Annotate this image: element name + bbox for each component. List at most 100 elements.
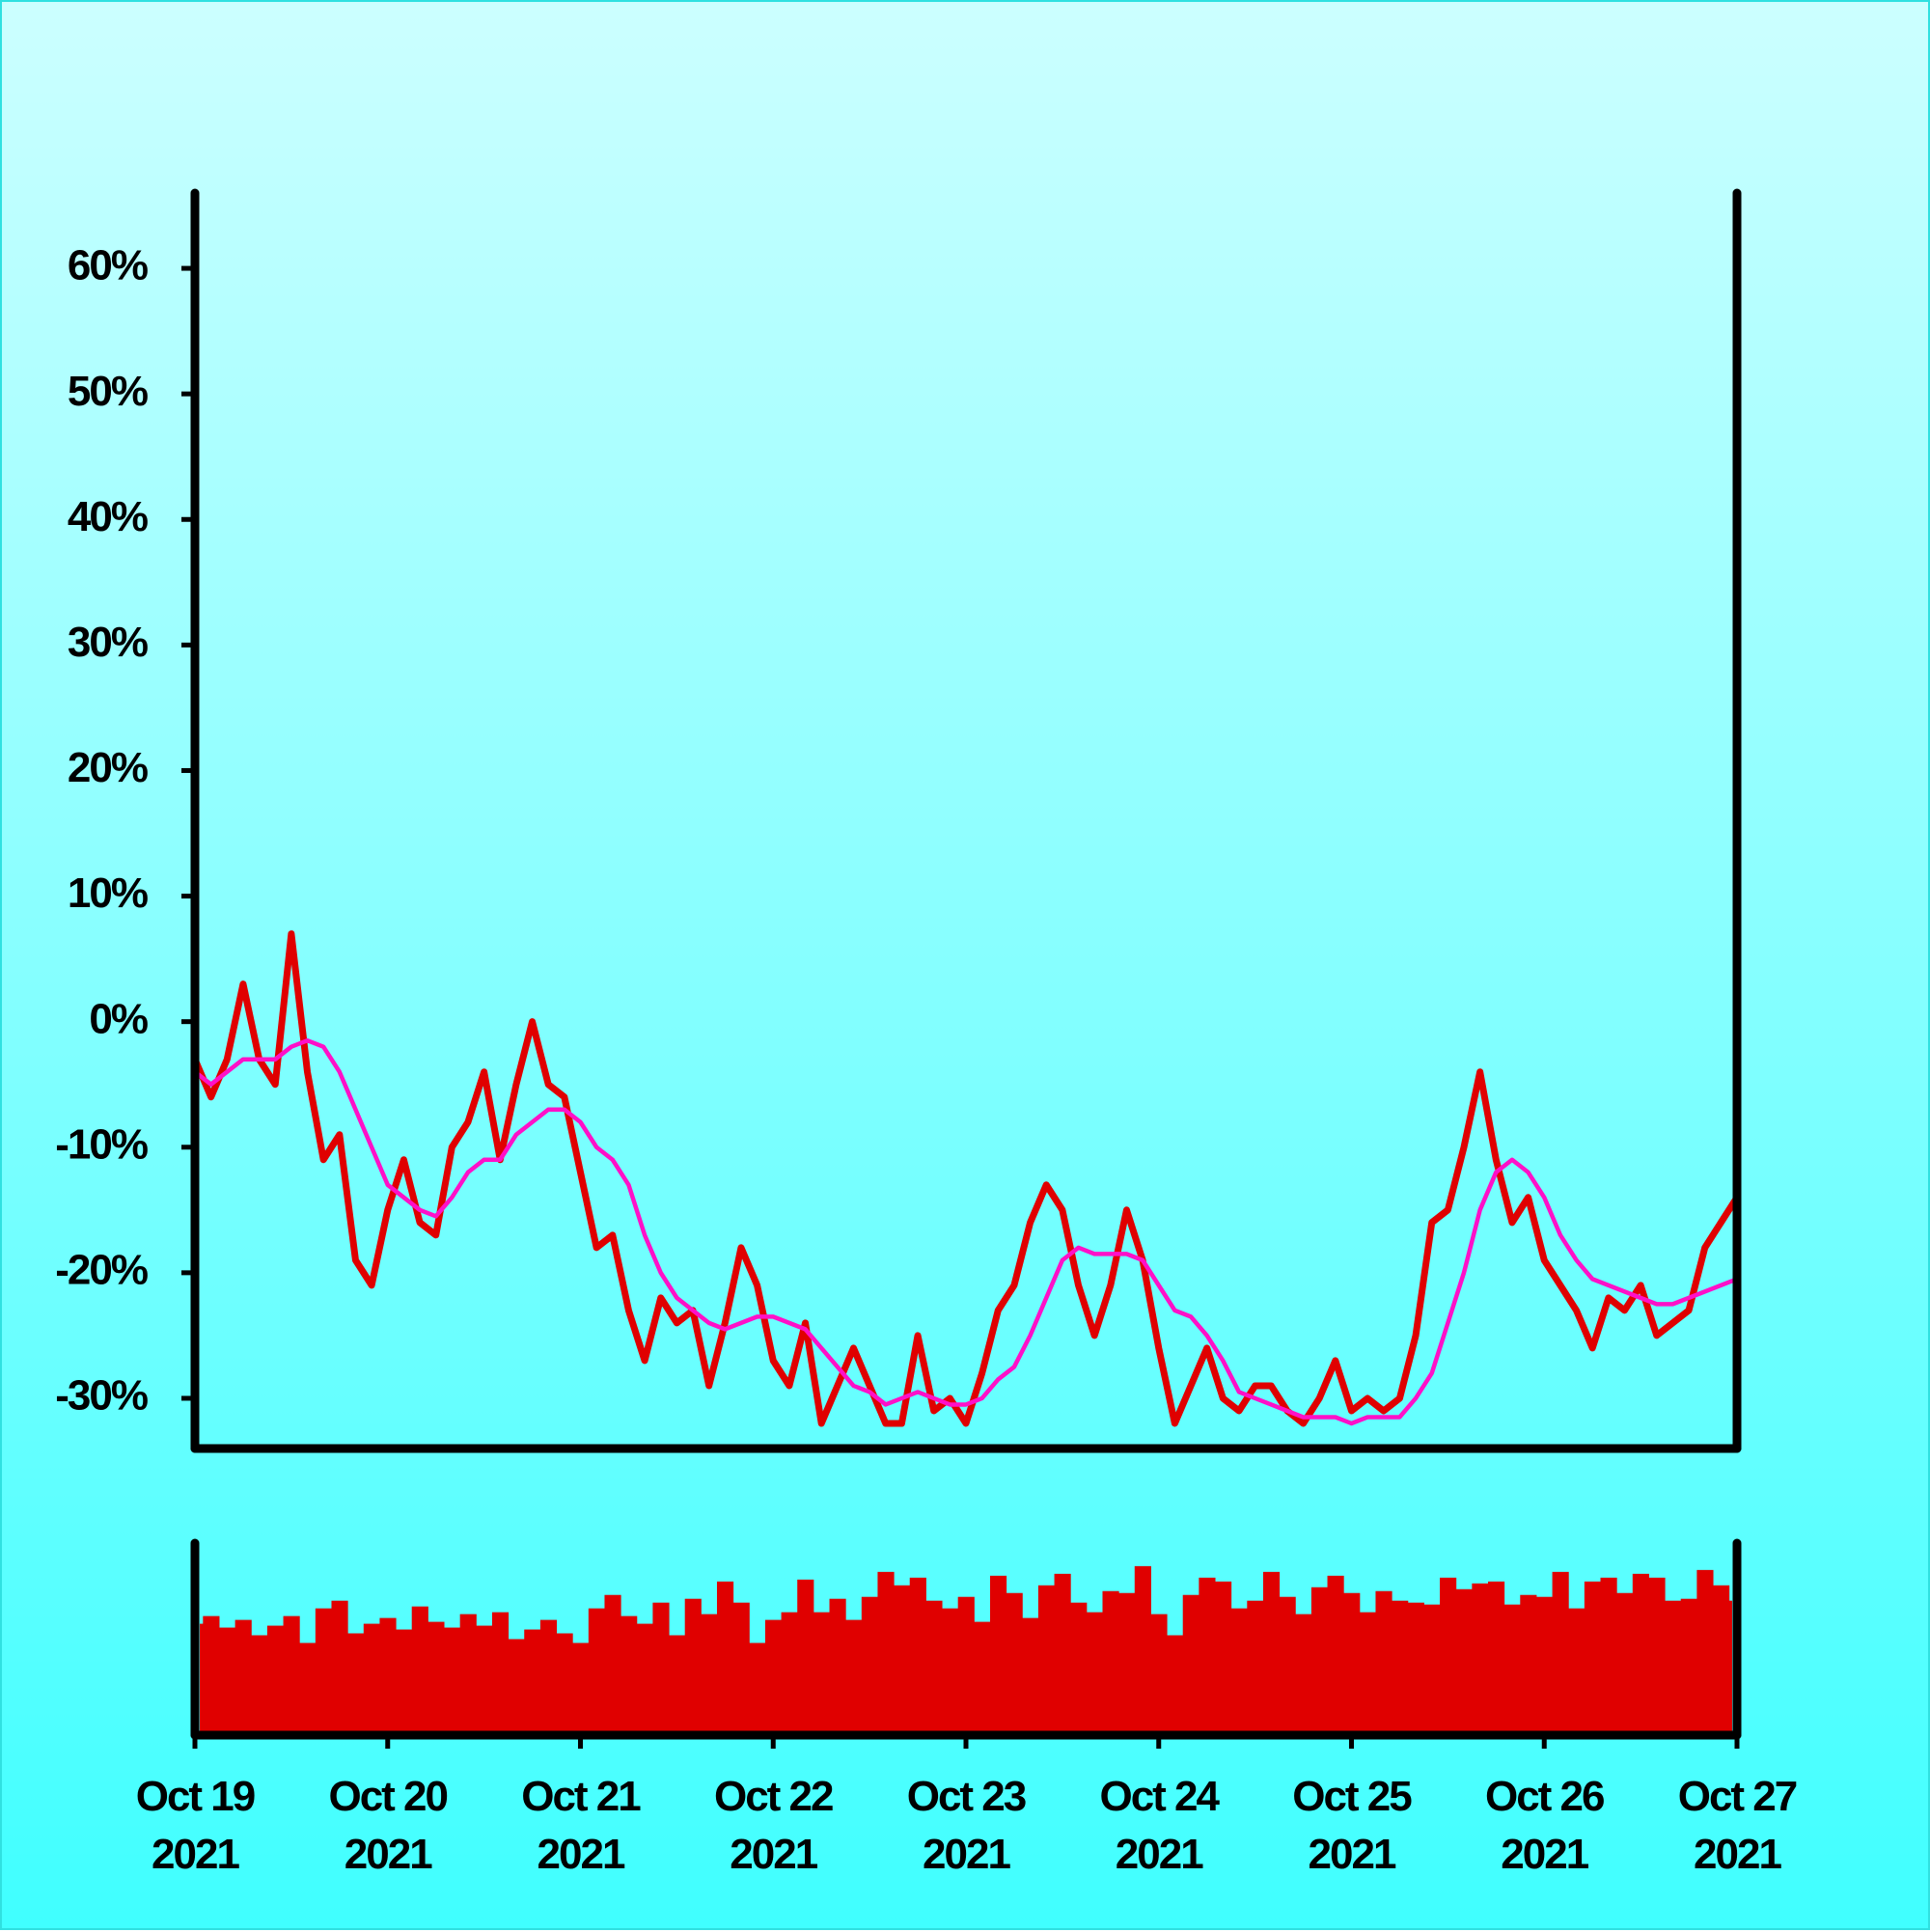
volume-bar	[1022, 1617, 1039, 1735]
x-tick-label: Oct 20 2021	[328, 1773, 449, 1878]
volume-bar	[829, 1598, 846, 1735]
volume-bar	[1310, 1587, 1329, 1735]
volume-bar	[620, 1615, 638, 1735]
axes: -30% -20% -10% 0% 10% 20% 30% 40% 50% 60%	[55, 188, 1742, 1749]
volume-bar	[925, 1600, 943, 1735]
volume-bar	[1472, 1583, 1489, 1735]
volume-bar	[894, 1585, 911, 1735]
volume-bar	[315, 1608, 332, 1735]
volume-bar	[218, 1627, 236, 1735]
volume-bar	[539, 1619, 558, 1735]
volume-bar	[508, 1639, 525, 1735]
volume-bar	[251, 1635, 268, 1735]
y-tick-label: 10%	[68, 869, 148, 917]
x-tick-label: Oct 25 2021	[1292, 1773, 1413, 1878]
volume-bar	[572, 1642, 590, 1735]
volume-bar	[1006, 1592, 1023, 1735]
volume-bar	[331, 1600, 348, 1735]
volume-bar	[1584, 1581, 1602, 1735]
volume-bar	[957, 1596, 975, 1735]
volume-bar	[1503, 1604, 1521, 1735]
x-tick-label: Oct 27 2021	[1677, 1773, 1799, 1878]
volume-bar	[588, 1608, 605, 1735]
volume-bar	[1392, 1600, 1409, 1735]
volume-bar	[701, 1614, 718, 1735]
volume-bar	[1632, 1573, 1649, 1735]
volume-bar	[813, 1612, 831, 1735]
x-tick-label: Oct 19 2021	[135, 1773, 257, 1878]
volume-bar	[1086, 1612, 1103, 1735]
volume-bar	[1535, 1596, 1554, 1735]
volume-bar	[347, 1633, 365, 1735]
volume-bar	[1230, 1608, 1248, 1735]
volume-bar	[974, 1621, 991, 1735]
volume-bar	[1665, 1600, 1682, 1735]
volume-bar	[1648, 1577, 1666, 1735]
volume-bar	[1440, 1577, 1457, 1735]
volume-bar	[444, 1627, 461, 1735]
volume-bar	[1407, 1602, 1424, 1735]
volume-bar	[1713, 1585, 1730, 1735]
volume-bar	[716, 1581, 734, 1735]
volume-bar	[1552, 1571, 1569, 1735]
volume-bar	[942, 1608, 959, 1735]
volume-bar	[1054, 1573, 1071, 1735]
volume-bar	[1150, 1614, 1168, 1735]
volume-bar	[1247, 1600, 1264, 1735]
volume-bar	[1167, 1635, 1184, 1735]
volume-plot	[200, 1565, 1732, 1735]
volume-bar	[1375, 1590, 1392, 1735]
volume-bar	[476, 1625, 493, 1735]
volume-bar	[604, 1594, 621, 1735]
volume-bar	[1696, 1569, 1714, 1735]
volume-bar	[781, 1612, 798, 1735]
volume-bar	[1102, 1590, 1119, 1735]
volume-bar	[909, 1577, 926, 1735]
volume-bar	[556, 1633, 573, 1735]
volume-bar	[732, 1602, 750, 1735]
volume-bar	[200, 1623, 204, 1735]
y-tick-label: 0%	[89, 995, 147, 1042]
line-series	[195, 1037, 1737, 1426]
y-tick-label: 50%	[68, 368, 148, 415]
volume-bar	[1680, 1598, 1697, 1735]
x-tick-label: Oct 26 2021	[1484, 1773, 1606, 1878]
volume-bar	[669, 1635, 686, 1735]
volume-bar	[283, 1615, 300, 1735]
y-tick-label: 40%	[68, 493, 148, 540]
x-tick-label: Oct 22 2021	[713, 1773, 835, 1878]
volume-bar	[1487, 1581, 1505, 1735]
volume-bar	[764, 1619, 783, 1735]
volume-bar	[1728, 1600, 1732, 1735]
volume-bar	[877, 1571, 895, 1735]
volume-bar	[396, 1629, 413, 1735]
volume-bar	[989, 1575, 1007, 1735]
volume-bar	[845, 1619, 863, 1735]
y-tick-label: 20%	[68, 744, 148, 791]
volume-bar	[1295, 1614, 1312, 1735]
volume-bar	[234, 1619, 252, 1735]
volume-bar	[1215, 1581, 1232, 1735]
x-tick-label: Oct 21 2021	[521, 1773, 642, 1878]
volume-bar	[797, 1579, 814, 1735]
volume-bar	[1327, 1575, 1344, 1735]
volume-bar	[379, 1617, 397, 1735]
volume-bar	[1118, 1592, 1136, 1735]
volume-bar	[491, 1612, 510, 1735]
volume-bar	[1455, 1588, 1473, 1735]
volume-bar	[1520, 1594, 1537, 1735]
volume-bar	[1616, 1592, 1634, 1735]
volume-bar	[1423, 1604, 1441, 1735]
y-tick-label: -20%	[55, 1246, 148, 1293]
volume-bar	[299, 1642, 317, 1735]
volume-bar	[266, 1625, 285, 1735]
y-tick-label: -30%	[55, 1372, 148, 1420]
line-plot	[195, 930, 1737, 1427]
volume-bar	[203, 1615, 220, 1735]
volume-bar	[459, 1614, 477, 1735]
volume-bar	[1182, 1594, 1199, 1735]
line-series	[195, 930, 1737, 1427]
volume-bar	[652, 1602, 670, 1735]
volume-bar	[1359, 1612, 1376, 1735]
